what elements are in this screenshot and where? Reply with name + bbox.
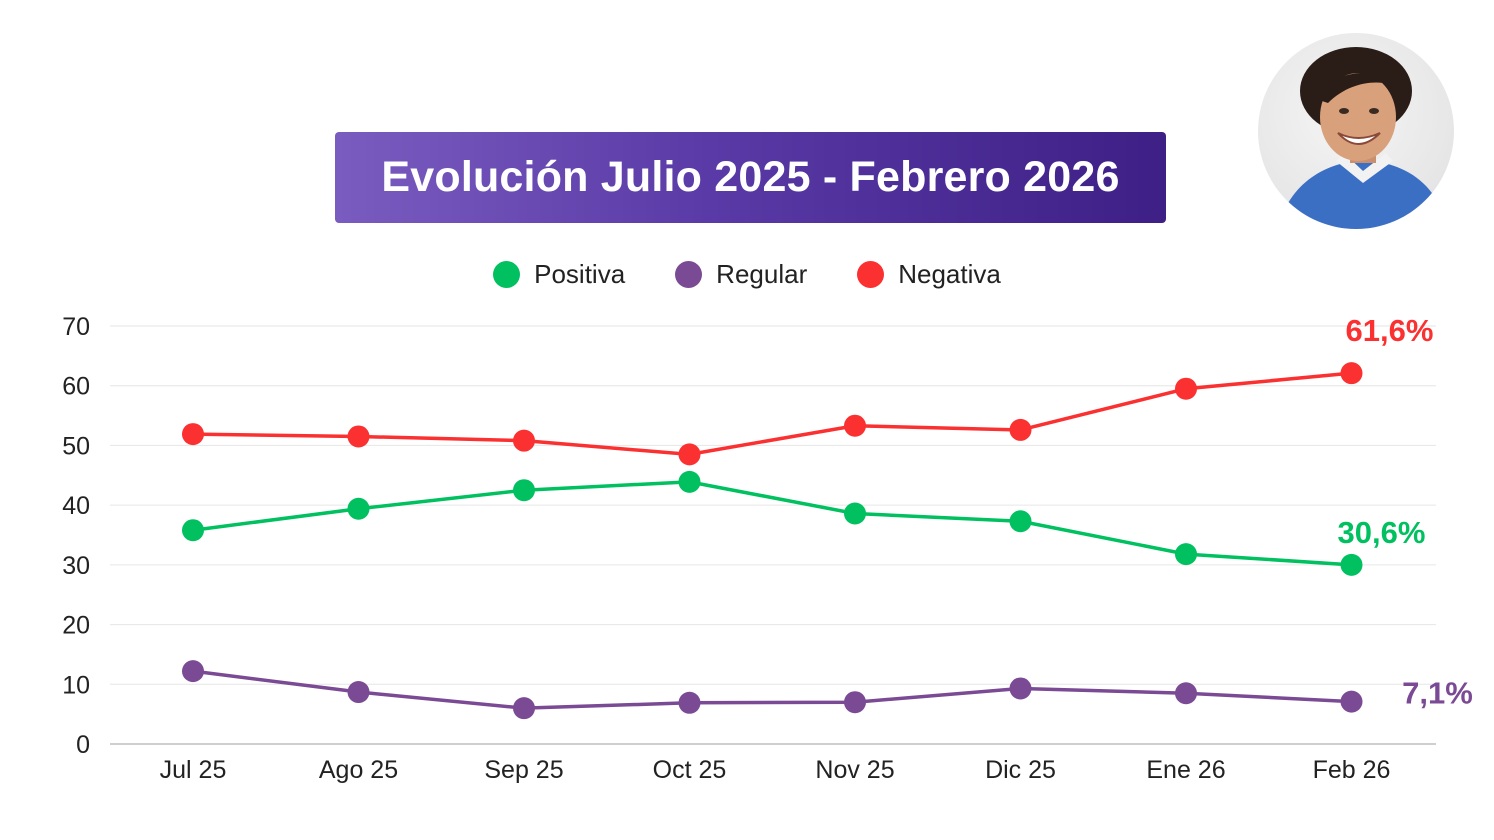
data-point-negativa — [347, 425, 370, 448]
legend-label-negativa: Negativa — [898, 258, 1001, 289]
end-label-positiva: 30,6% — [1338, 515, 1426, 550]
legend-marker-negativa — [857, 260, 885, 288]
y-tick-label: 0 — [76, 731, 90, 759]
y-tick-label: 30 — [62, 552, 90, 580]
y-tick-label: 60 — [62, 373, 90, 401]
data-point-positiva — [678, 470, 701, 493]
data-point-positiva — [347, 497, 370, 520]
data-point-positiva — [844, 502, 866, 525]
legend-marker-positiva — [493, 260, 521, 288]
series-line-negativa — [192, 371, 1352, 457]
legend-label-positiva: Positiva — [534, 258, 626, 289]
x-tick-label: Nov 25 — [815, 756, 894, 784]
data-point-positiva — [1340, 553, 1363, 576]
data-point-regular — [1009, 677, 1032, 700]
data-point-negativa — [678, 443, 701, 466]
data-point-negativa — [182, 423, 204, 446]
legend-item-regular: Regular — [675, 259, 807, 290]
series-line-regular — [192, 669, 1352, 710]
data-point-positiva — [1009, 510, 1032, 533]
legend-item-positiva: Positiva — [493, 259, 625, 290]
legend-label-regular: Regular — [716, 258, 808, 289]
x-tick-label: Ago 25 — [319, 756, 398, 784]
title-banner: Evolución Julio 2025 - Febrero 2026 — [335, 132, 1166, 223]
x-tick-label: Ene 26 — [1146, 756, 1225, 784]
data-point-positiva — [513, 479, 535, 502]
data-point-regular — [182, 660, 204, 683]
data-point-positiva — [182, 519, 204, 542]
y-tick-label: 50 — [62, 432, 90, 460]
chart-title: Evolución Julio 2025 - Febrero 2026 — [381, 153, 1120, 201]
series-line-positiva — [192, 480, 1352, 567]
data-point-regular — [844, 691, 866, 714]
y-tick-label: 20 — [62, 612, 90, 640]
person-photo-icon — [1258, 33, 1454, 229]
x-tick-label: Oct 25 — [653, 756, 727, 784]
data-point-negativa — [844, 414, 866, 437]
legend-marker-regular — [675, 260, 703, 288]
legend-item-negativa: Negativa — [857, 259, 1001, 290]
data-point-regular — [678, 691, 701, 714]
x-tick-label: Jul 25 — [160, 756, 227, 784]
x-tick-label: Dic 25 — [985, 756, 1056, 784]
chart-legend: Positiva Regular Negativa — [0, 254, 1494, 294]
data-point-negativa — [1340, 362, 1363, 385]
y-tick-label: 10 — [62, 671, 90, 699]
data-point-regular — [513, 697, 535, 720]
end-label-negativa: 61,6% — [1346, 313, 1434, 348]
data-point-regular — [347, 681, 370, 704]
data-point-regular — [1340, 690, 1363, 713]
x-tick-label: Sep 25 — [484, 756, 563, 784]
end-label-regular: 7,1% — [1402, 676, 1473, 711]
data-point-negativa — [513, 429, 535, 452]
data-point-negativa — [1009, 418, 1032, 441]
data-point-negativa — [1175, 377, 1197, 400]
data-point-regular — [1175, 682, 1197, 705]
x-tick-label: Feb 26 — [1313, 756, 1391, 784]
data-point-positiva — [1175, 543, 1197, 566]
y-tick-label: 70 — [62, 313, 90, 341]
y-tick-label: 40 — [62, 492, 90, 520]
